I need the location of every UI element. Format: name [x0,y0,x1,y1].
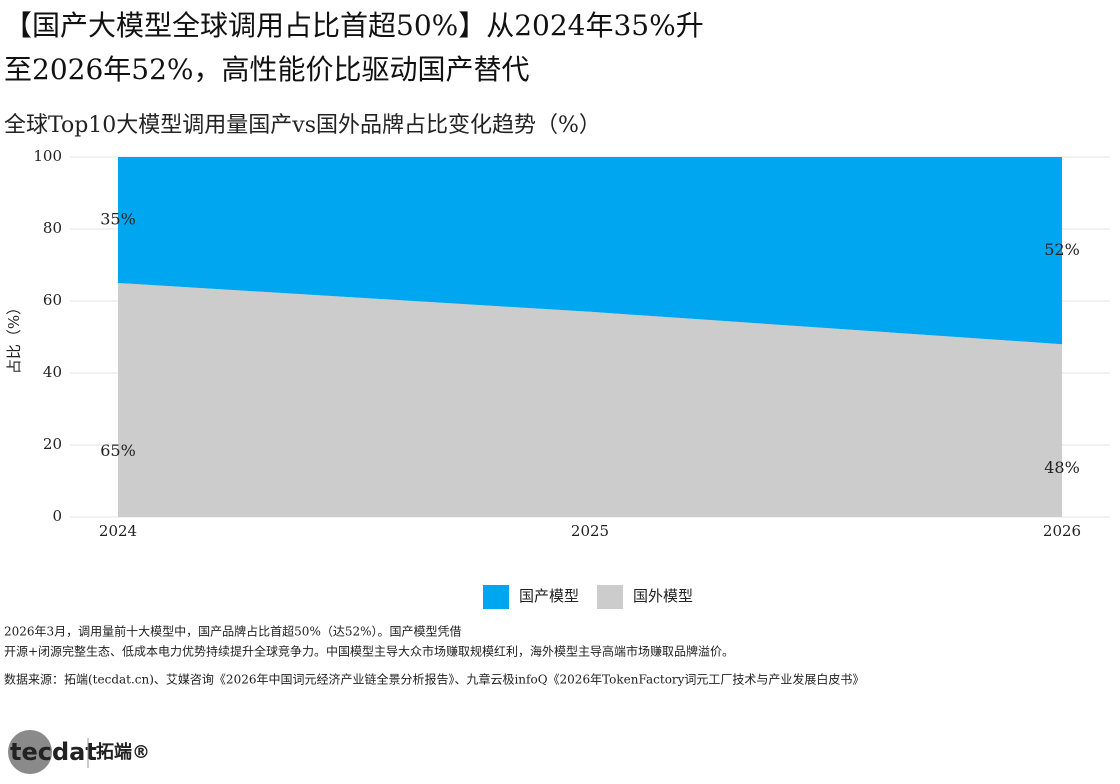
y-tick-label: 60 [43,291,62,309]
data-label: 65% [100,441,136,460]
y-tick-label: 0 [52,507,62,525]
data-label: 52% [1044,240,1080,259]
x-tick-label: 2026 [1043,522,1081,540]
note: 开源+闭源完整生态、低成本电力优势持续提升全球竞争力。中国模型主导大众市场赚取规… [4,644,734,659]
legend-swatch [483,585,509,609]
source: 数据来源：拓端(tecdat.cn)、艾媒咨询《2026年中国词元经济产业链全景… [4,672,864,687]
chart-title: 【国产大模型全球调用占比首超50%】从2024年35%升至2026年52%，高性… [4,9,704,86]
note: 2026年3月，调用量前十大模型中，国产品牌占比首超50%（达52%）。国产模型… [4,624,462,639]
chart-subtitle: 全球Top10大模型调用量国产vs国外品牌占比变化趋势（%） [4,113,601,138]
x-tick-label: 2025 [571,522,609,540]
y-axis-label: 占比（%） [5,300,23,374]
data-label: 48% [1044,458,1080,477]
logo-circle [8,730,52,774]
x-tick-label: 2024 [99,522,137,540]
area [118,157,1062,345]
y-tick-label: 40 [43,363,62,381]
y-tick-label: 80 [43,219,62,237]
logo-name: 拓端® [96,741,150,763]
legend-label: 国外模型 [633,587,693,605]
data-label: 35% [100,210,136,229]
legend-label: 国产模型 [519,587,579,605]
area [118,283,1062,517]
y-tick-label: 20 [43,435,62,453]
legend-swatch [597,585,624,609]
y-tick-label: 100 [33,147,62,165]
logo-mark: tecdat [10,738,97,766]
